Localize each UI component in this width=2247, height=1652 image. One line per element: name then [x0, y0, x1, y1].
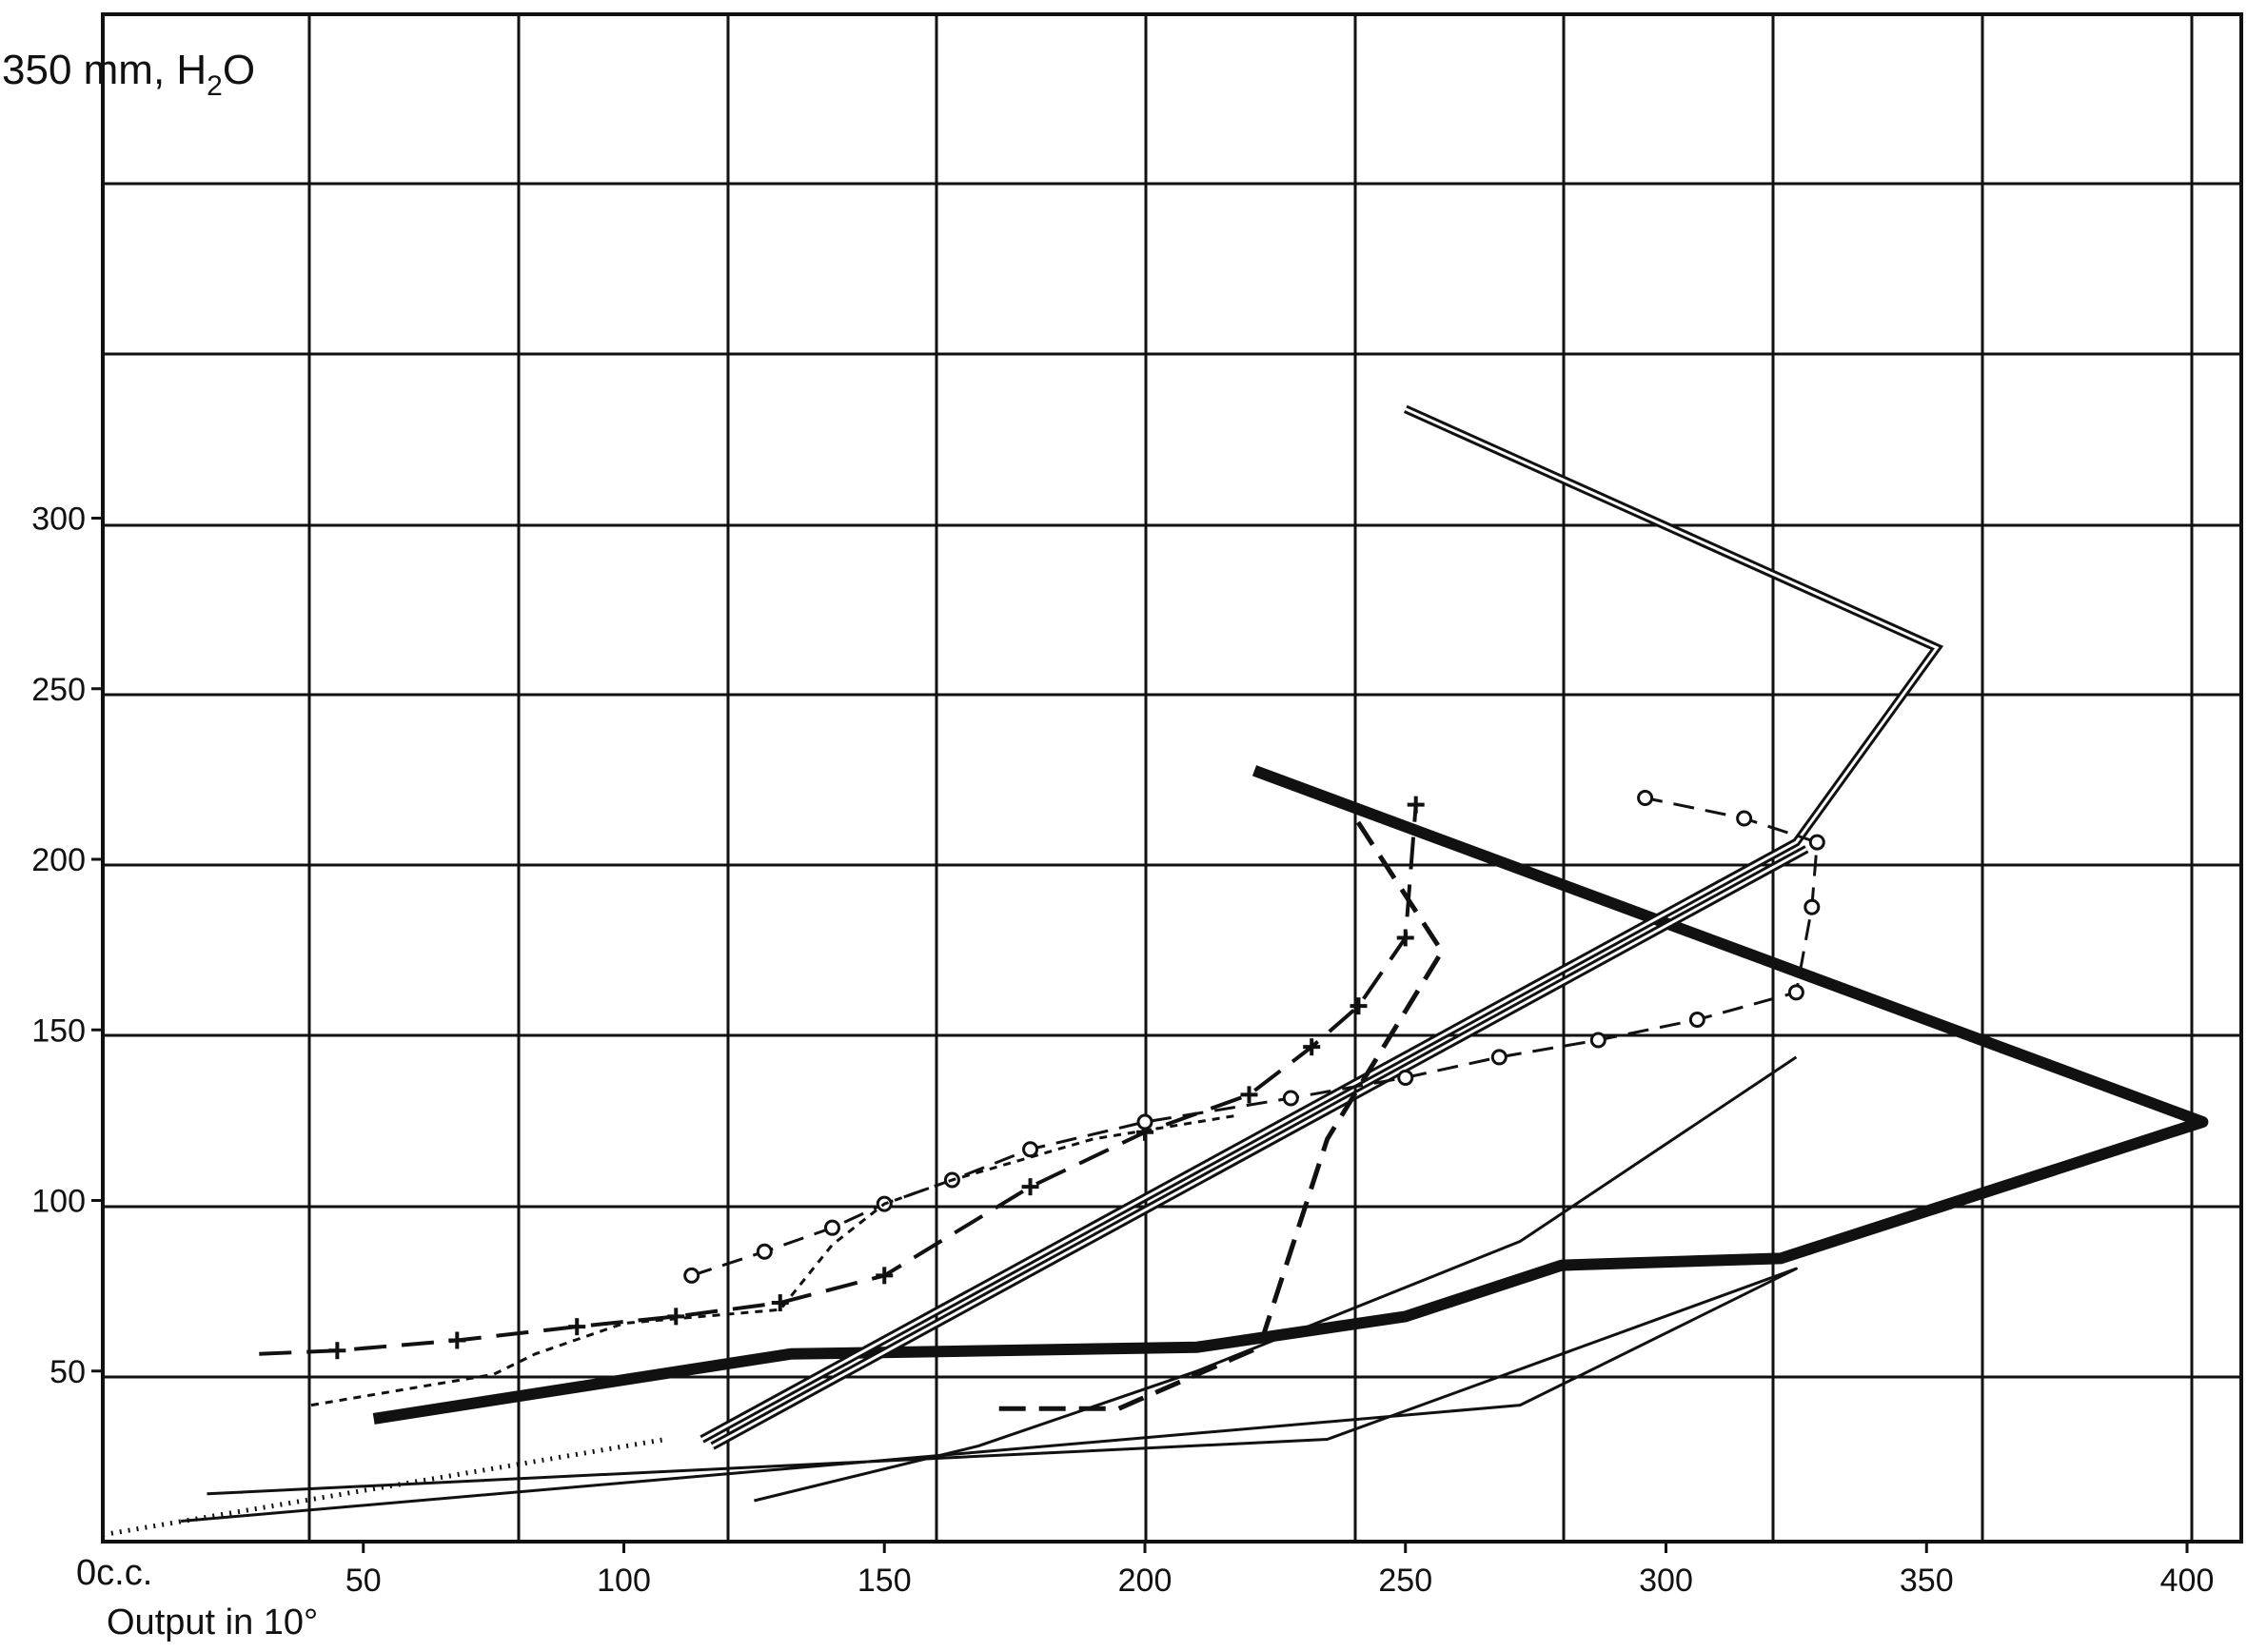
series-point-7 — [1136, 1113, 1153, 1131]
series-line-6 — [259, 804, 1418, 1356]
grid — [103, 14, 2241, 1542]
x-origin-label: 0c.c. — [76, 1553, 152, 1593]
x-tick-label: 200 — [1118, 1563, 1173, 1599]
y-tick-label: 300 — [31, 502, 86, 538]
series-line-9 — [102, 1437, 666, 1538]
series-point-6 — [1021, 1178, 1039, 1196]
series-point-7 — [824, 1219, 840, 1236]
series-line-3 — [180, 1267, 1798, 1523]
x-axis-label: Output in 10° — [107, 1603, 318, 1642]
series-point-7 — [1808, 834, 1825, 851]
series-point-7 — [1022, 1141, 1039, 1158]
series-point-6 — [568, 1318, 586, 1336]
series-point-7 — [756, 1243, 773, 1260]
x-axis: 50 100 150 200 250 300 350 400 — [345, 1542, 2215, 1599]
series-layer — [102, 404, 2209, 1538]
series-point-6 — [1303, 1038, 1321, 1056]
series-line-8 — [310, 1113, 1239, 1407]
y-tick-label: 250 — [31, 672, 86, 708]
plot-frame — [101, 12, 2243, 1544]
x-tick-label: 250 — [1378, 1563, 1432, 1599]
series-point-6 — [667, 1308, 685, 1326]
series-line-5 — [998, 814, 1445, 1411]
series-line-1-inner — [700, 407, 1940, 1441]
y-tick-label: 150 — [31, 1013, 86, 1049]
series-point-7 — [1637, 789, 1654, 806]
series-line-2-inner — [711, 847, 1808, 1447]
x-tick-label: 300 — [1639, 1563, 1693, 1599]
series-point-7 — [1490, 1049, 1508, 1066]
series-point-6 — [1350, 997, 1368, 1015]
x-tick-label: 400 — [2160, 1563, 2215, 1599]
series-point-7 — [1282, 1090, 1299, 1107]
x-tick-label: 100 — [597, 1563, 651, 1599]
y-tick-label: 50 — [49, 1354, 86, 1390]
series-line-4 — [754, 1055, 1798, 1503]
series-point-7 — [1688, 1011, 1705, 1028]
series-point-7 — [1787, 984, 1804, 1001]
y-axis: 50 100 150 200 250 300 — [31, 502, 103, 1390]
x-tick-label: 150 — [857, 1563, 912, 1599]
series-point-6 — [876, 1267, 894, 1285]
series-point-7 — [1804, 898, 1821, 915]
y-tick-label: 100 — [31, 1184, 86, 1220]
y-axis-label: 350 mm, H2O — [2, 47, 255, 102]
series-point-7 — [1736, 810, 1753, 827]
y-tick-label: 200 — [31, 842, 86, 878]
series-point-6 — [328, 1342, 346, 1360]
series-point-6 — [1240, 1086, 1258, 1104]
x-tick-label: 50 — [345, 1563, 382, 1599]
series-point-7 — [1397, 1069, 1414, 1086]
series-point-7 — [683, 1267, 700, 1284]
x-tick-label: 350 — [1900, 1563, 1954, 1599]
series-point-6 — [1396, 929, 1414, 947]
series-point-7 — [1589, 1032, 1606, 1049]
series-point-6 — [448, 1331, 466, 1349]
series-point-6 — [1407, 796, 1425, 814]
